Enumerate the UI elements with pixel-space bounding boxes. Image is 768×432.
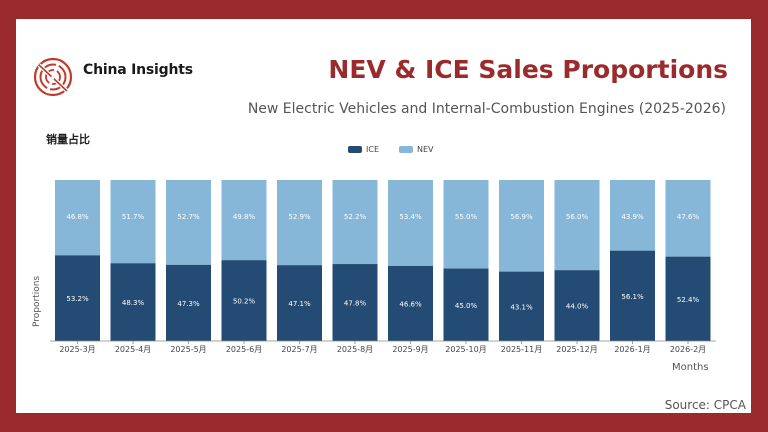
data-label-ice: 56.1%	[621, 293, 644, 301]
bar-nev[interactable]	[55, 180, 100, 256]
bar-ice[interactable]	[610, 250, 655, 341]
bar-ice[interactable]	[277, 265, 322, 341]
bar-ice[interactable]	[110, 263, 156, 341]
x-tick-label: 2025-7月	[281, 345, 317, 354]
data-label-nev: 52.9%	[288, 213, 311, 221]
china-insights-logo-icon	[33, 57, 73, 97]
x-tick-label: 2025-12月	[556, 345, 597, 354]
x-tick-label: 2025-10月	[445, 345, 486, 354]
bar-nev[interactable]	[277, 180, 322, 266]
source-note: Source: CPCA	[664, 398, 746, 412]
x-tick-label: 2026-2月	[670, 345, 706, 354]
data-label-nev: 55.0%	[455, 213, 478, 221]
bar-nev[interactable]	[443, 180, 489, 269]
x-axis-title: Months	[672, 362, 709, 373]
legend-item-nev[interactable]: NEV	[399, 145, 434, 154]
legend-swatch-nev	[399, 146, 413, 153]
data-label-nev: 52.7%	[177, 213, 200, 221]
data-label-nev: 49.8%	[233, 213, 256, 221]
x-tick-label: 2025-8月	[337, 345, 373, 354]
page-subtitle: New Electric Vehicles and Internal-Combu…	[247, 101, 726, 117]
data-label-ice: 53.2%	[66, 295, 89, 303]
bar-ice[interactable]	[443, 268, 489, 341]
data-label-nev: 51.7%	[122, 213, 145, 221]
data-label-nev: 43.9%	[621, 213, 644, 221]
y-axis-title: 销量占比	[46, 133, 90, 146]
legend-item-ice[interactable]: ICE	[348, 145, 379, 154]
x-tick-label: 2025-3月	[59, 345, 95, 354]
data-label-nev: 47.6%	[677, 213, 700, 221]
bar-ice[interactable]	[388, 265, 433, 341]
data-label-ice: 47.1%	[288, 300, 311, 308]
data-label-nev: 56.0%	[566, 213, 589, 221]
x-tick-label: 2025-5月	[170, 345, 206, 354]
bar-ice[interactable]	[166, 264, 211, 341]
bar-ice[interactable]	[55, 255, 100, 341]
bar-ice[interactable]	[554, 270, 600, 341]
data-label-ice: 47.3%	[177, 300, 200, 308]
data-label-ice: 50.2%	[233, 298, 256, 306]
data-label-nev: 56.9%	[510, 213, 533, 221]
bar-nev[interactable]	[332, 180, 378, 265]
chart-legend: ICE NEV	[348, 145, 448, 154]
data-label-nev: 46.8%	[66, 213, 89, 221]
bar-ice[interactable]	[332, 264, 378, 341]
page-title: NEV & ICE Sales Proportions	[328, 55, 728, 84]
x-tick-label: 2025-4月	[115, 345, 151, 354]
bar-ice[interactable]	[499, 271, 544, 341]
legend-swatch-ice	[348, 146, 362, 153]
data-label-ice: 43.1%	[510, 303, 533, 311]
data-label-ice: 44.0%	[566, 303, 589, 311]
data-label-ice: 45.0%	[455, 302, 478, 310]
bar-nev[interactable]	[665, 180, 711, 257]
x-tick-label: 2025-11月	[501, 345, 542, 354]
data-label-ice: 48.3%	[122, 299, 145, 307]
x-tick-label: 2026-1月	[614, 345, 650, 354]
bar-nev[interactable]	[554, 180, 600, 271]
data-label-nev: 52.2%	[344, 213, 367, 221]
bar-nev[interactable]	[221, 180, 267, 261]
bar-nev[interactable]	[110, 180, 156, 264]
legend-label-ice: ICE	[366, 145, 379, 154]
legend-label-nev: NEV	[417, 145, 434, 154]
bar-nev[interactable]	[388, 180, 433, 266]
data-label-nev: 53.4%	[399, 213, 422, 221]
bar-nev[interactable]	[610, 180, 655, 251]
data-label-ice: 52.4%	[677, 296, 700, 304]
data-label-ice: 46.6%	[399, 300, 422, 308]
bar-ice[interactable]	[665, 256, 711, 341]
bar-nev[interactable]	[166, 180, 211, 265]
bar-nev[interactable]	[499, 180, 544, 272]
brand-name: China Insights	[83, 62, 193, 78]
data-label-ice: 47.8%	[344, 300, 367, 308]
x-tick-label: 2025-6月	[226, 345, 262, 354]
bar-ice[interactable]	[221, 260, 267, 341]
x-tick-label: 2025-9月	[392, 345, 428, 354]
